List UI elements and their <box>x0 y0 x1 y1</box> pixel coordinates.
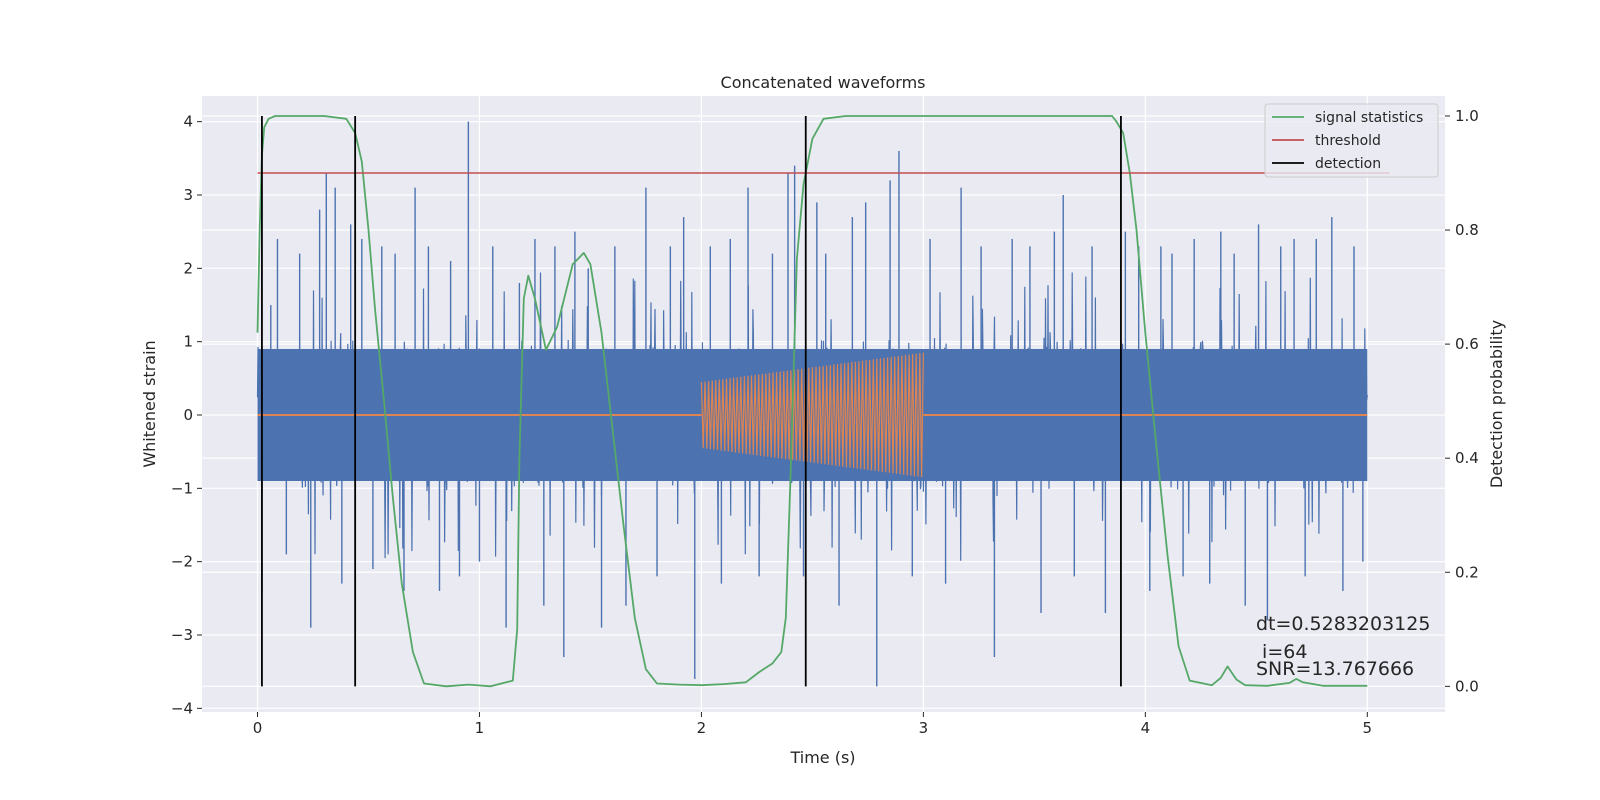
injected-waveform-series <box>257 352 1368 478</box>
y-tick-label: −4 <box>171 699 193 717</box>
x-axis-label: Time (s) <box>789 748 855 767</box>
x-tick-label: 2 <box>697 719 707 737</box>
x-tick-label: 3 <box>919 719 929 737</box>
injected-chirp <box>700 352 924 478</box>
axis-ticks: 0 1 2 3 4 5 −4 −3 −2 −1 0 1 2 3 4 0.0 0.2 0.4 0.6 0.8 1.0 <box>171 107 1479 737</box>
y2-tick-label: 1.0 <box>1455 107 1479 125</box>
x-tick-label: 4 <box>1141 719 1151 737</box>
legend-label-threshold: threshold <box>1315 133 1381 149</box>
legend-box <box>1264 103 1439 178</box>
chart-title: Concatenated waveforms <box>721 73 926 92</box>
x-tick-label: 0 <box>253 719 263 737</box>
y2-tick-label: 0.8 <box>1455 221 1479 239</box>
annotation-i: i=64 <box>1256 641 1307 663</box>
y-tick-label: −1 <box>171 479 193 497</box>
y-tick-label: 3 <box>183 186 193 204</box>
y-axis-label: Whitened strain <box>140 340 159 467</box>
signal-statistics-series <box>256 115 1368 688</box>
x-tick-label: 5 <box>1363 719 1373 737</box>
x-tick-label: 1 <box>475 719 485 737</box>
y-tick-label: −2 <box>171 553 193 571</box>
legend-label-signal-statistics: signal statistics <box>1315 110 1423 126</box>
annotation-block: dt=0.5283203125 i=64 SNR=13.767666 <box>1256 613 1430 680</box>
y-tick-label: 4 <box>183 113 193 131</box>
y-tick-label: 1 <box>183 333 193 351</box>
annotation-dt: dt=0.5283203125 <box>1256 613 1430 635</box>
y2-tick-label: 0.0 <box>1455 677 1479 695</box>
y-tick-label: −3 <box>171 626 193 644</box>
y2-tick-label: 0.6 <box>1455 335 1479 353</box>
detection-series <box>261 115 1122 687</box>
y-tick-label: 2 <box>183 259 193 277</box>
y2-axis-label: Detection probability <box>1487 320 1506 488</box>
legend-label-detection: detection <box>1315 156 1381 172</box>
y2-tick-label: 0.2 <box>1455 563 1479 581</box>
annotation-snr: SNR=13.767666 <box>1256 658 1414 680</box>
y2-tick-label: 0.4 <box>1455 449 1479 467</box>
signal-statistics-line <box>256 115 1368 688</box>
y-tick-label: 0 <box>183 406 193 424</box>
legend: signal statistics threshold detection <box>1264 103 1439 178</box>
